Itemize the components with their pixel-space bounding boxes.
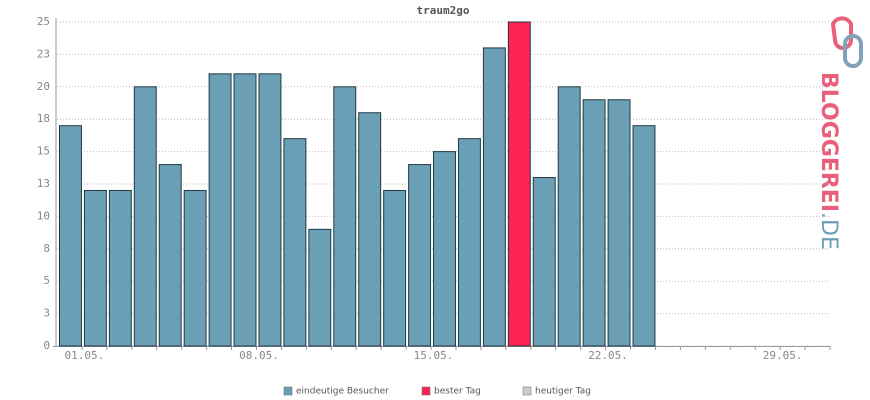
bar — [433, 151, 456, 347]
bar — [408, 164, 432, 347]
bar — [507, 21, 531, 347]
logo-name: BLOGGEREI — [816, 72, 841, 212]
legend-swatch — [283, 386, 293, 396]
y-tick-label: 23 — [37, 47, 50, 60]
y-tick-label: 15 — [37, 145, 50, 158]
bar — [233, 73, 257, 347]
x-tick-label: 29.05. — [763, 349, 803, 362]
y-tick-label: 0 — [43, 339, 50, 352]
bar — [557, 86, 581, 347]
x-tick-label: 22.05. — [588, 349, 628, 362]
logo: BLOGGEREI.DE — [816, 16, 863, 250]
bar — [457, 138, 481, 347]
bar — [582, 99, 606, 347]
y-tick-label: 5 — [43, 274, 50, 287]
bar — [83, 189, 107, 347]
y-tick-label: 8 — [43, 242, 50, 255]
legend-swatch — [421, 386, 431, 396]
x-tick-label: 15.05. — [414, 349, 454, 362]
y-tick-label: 25 — [37, 15, 50, 28]
bar — [283, 138, 307, 347]
x-tick-label: 01.05. — [65, 349, 105, 362]
y-tick-label: 10 — [37, 209, 50, 222]
legend-label: heutiger Tag — [535, 387, 591, 397]
bar — [59, 125, 82, 347]
bar — [333, 86, 357, 347]
logo-icon — [830, 16, 853, 50]
y-tick-label: 13 — [37, 177, 50, 190]
y-tick-label: 18 — [37, 112, 50, 125]
y-tick-label: 20 — [37, 80, 50, 93]
logo-text: BLOGGEREI.DE — [816, 72, 841, 250]
bar — [133, 86, 157, 347]
y-tick-label: 3 — [43, 307, 50, 320]
bar — [358, 112, 382, 347]
bar — [632, 125, 656, 347]
chart-title: traum2go — [417, 4, 470, 17]
logo-icon — [843, 34, 863, 68]
bar — [158, 164, 182, 347]
bar — [258, 73, 282, 347]
bar — [482, 47, 506, 347]
bar — [607, 99, 631, 347]
bar — [208, 73, 232, 347]
bar — [108, 189, 132, 347]
legend-label: eindeutige Besucher — [296, 387, 389, 397]
x-tick-label: 08.05. — [239, 349, 279, 362]
logo-suffix: .DE — [816, 212, 841, 250]
bar — [308, 228, 332, 347]
legend-label: bester Tag — [434, 387, 481, 397]
bar — [383, 189, 407, 347]
bar — [183, 189, 207, 347]
legend-swatch — [522, 386, 532, 396]
bar — [532, 177, 556, 347]
